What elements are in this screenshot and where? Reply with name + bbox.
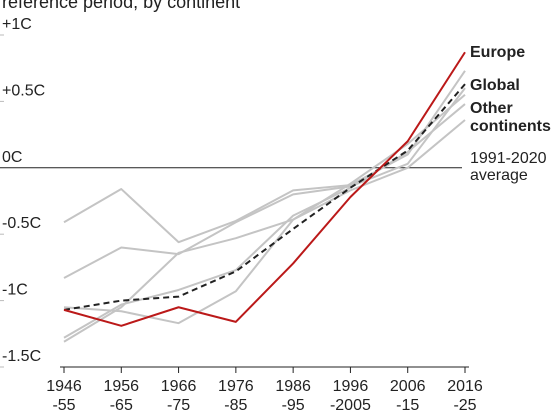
series-line: [63, 70, 466, 244]
x-tick-label: 1996: [333, 378, 369, 395]
x-tick-label: -2005: [330, 397, 371, 414]
y-tick-label: -1.5C: [2, 348, 41, 365]
x-tick-label: 1956: [103, 378, 139, 395]
annotation: 1991-2020 average: [470, 150, 547, 184]
x-tick-label: 1966: [161, 378, 197, 395]
series-line: [63, 87, 466, 279]
x-tick-label: -55: [52, 397, 75, 414]
x-tick-label: 2016: [447, 378, 483, 395]
legend-label: Other continents: [470, 100, 551, 135]
legend-label: Global: [470, 77, 520, 94]
x-tick-label: 1946: [46, 378, 82, 395]
series-line: [63, 119, 466, 343]
x-tick-label: -95: [282, 397, 305, 414]
x-tick-label: -85: [224, 397, 247, 414]
y-tick-label: -1C: [2, 282, 28, 299]
x-tick-label: -75: [167, 397, 190, 414]
x-tick-label: 1986: [275, 378, 311, 395]
x-tick-label: 1976: [218, 378, 254, 395]
x-tick-label: 2006: [390, 378, 426, 395]
series-line: [63, 51, 466, 327]
y-tick-label: 0C: [2, 149, 22, 166]
legend-label: Europe: [470, 44, 525, 61]
y-tick-label: -0.5C: [2, 215, 41, 232]
series-line: [63, 83, 466, 311]
series-line: [63, 103, 466, 339]
y-tick-label: +1C: [2, 16, 32, 33]
x-tick-label: -15: [396, 397, 419, 414]
x-tick-label: -65: [110, 397, 133, 414]
x-tick-label: -25: [453, 397, 476, 414]
chart-title: reference period, by continent: [2, 0, 240, 12]
y-tick-label: +0.5C: [2, 82, 45, 99]
